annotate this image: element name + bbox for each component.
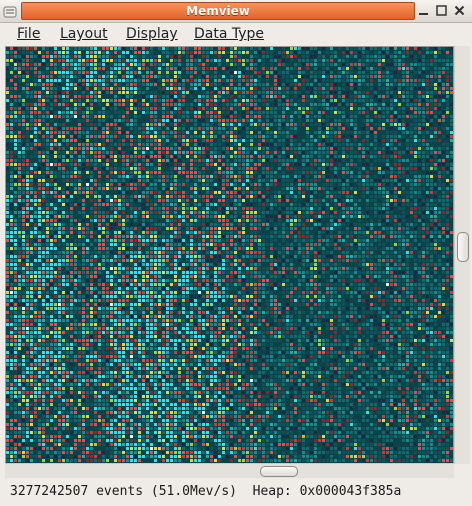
status-bar: 3277242507 events (51.0Mev/s) Heap: 0x00…	[0, 479, 472, 506]
close-button[interactable]	[452, 3, 467, 18]
memory-view-frame[interactable]	[5, 46, 454, 464]
minimize-button[interactable]	[416, 3, 431, 18]
menu-file-label: File	[17, 26, 41, 42]
menu-file[interactable]: File	[17, 25, 40, 43]
menu-layout[interactable]: Layout	[60, 25, 108, 43]
menu-bar: File Layout Display Data Type	[0, 23, 472, 45]
menu-display[interactable]: Display	[126, 25, 178, 43]
vertical-scrollbar-thumb[interactable]	[457, 232, 469, 262]
maximize-button[interactable]	[434, 3, 449, 18]
vertical-scrollbar[interactable]	[454, 46, 470, 464]
title-bar[interactable]: Memview	[0, 0, 472, 23]
horizontal-scrollbar[interactable]	[5, 463, 454, 478]
minimize-icon	[419, 13, 428, 15]
memory-view-canvas[interactable]	[6, 47, 453, 463]
menu-display-label: Display	[126, 26, 178, 42]
maximize-icon	[436, 5, 447, 16]
menu-data-type[interactable]: Data Type	[194, 25, 264, 43]
close-icon	[454, 5, 465, 16]
menu-layout-label: Layout	[60, 26, 108, 42]
menu-data-type-label: Data Type	[194, 26, 265, 42]
window-menu-icon[interactable]	[3, 4, 17, 18]
title-highlight: Memview	[21, 2, 415, 20]
status-text: 3277242507 events (51.0Mev/s) Heap: 0x00…	[10, 484, 402, 499]
horizontal-scrollbar-thumb[interactable]	[260, 466, 298, 477]
window-title: Memview	[186, 4, 250, 18]
